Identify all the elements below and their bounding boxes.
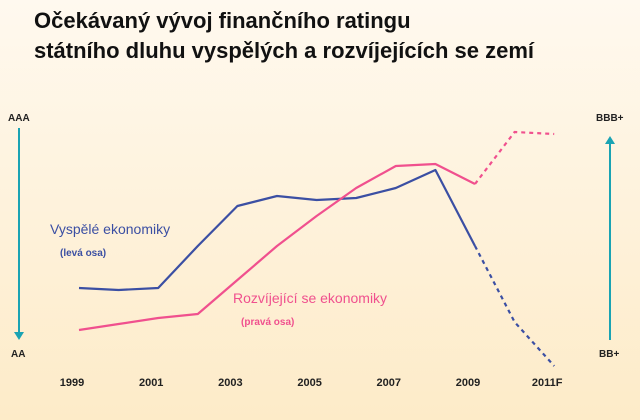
left-axis-top-label: AAA (8, 113, 30, 124)
right-axis-top-label: BBB+ (596, 113, 624, 124)
series-0-forecast-line (474, 245, 556, 367)
series-label-developed: Vyspělé ekonomiky (50, 221, 170, 237)
series-layer (78, 130, 556, 367)
chart-title: Očekávaný vývoj finančního ratingu státn… (34, 6, 534, 66)
x-tick-label: 2007 (377, 377, 401, 389)
left-axis-bottom-label: AA (11, 349, 25, 360)
series-1-forecast-line (474, 130, 555, 185)
x-tick-label: 2005 (297, 377, 321, 389)
x-tick-label: 2009 (456, 377, 480, 389)
x-tick-label: 2001 (139, 377, 163, 389)
series-0-line (78, 168, 476, 292)
chart-title-line-2: státního dluhu vyspělých a rozvíjejících… (34, 38, 535, 63)
x-tick-label: 2003 (218, 377, 242, 389)
x-tick-label: 1999 (60, 377, 84, 389)
series-label-emerging: Rozvíjející se ekonomiky (233, 290, 387, 306)
right-axis-bottom-label: BB+ (599, 349, 619, 360)
series-sublabel-emerging: (pravá osa) (241, 317, 294, 328)
series-sublabel-developed: (levá osa) (60, 248, 106, 259)
series-1-line (78, 162, 476, 332)
chart-title-line-1: Očekávaný vývoj finančního ratingu (34, 8, 411, 33)
x-tick-label: 2011F (532, 377, 563, 389)
x-axis-ticks: 1999 2001 2003 2005 2007 2009 2011F (60, 377, 563, 389)
